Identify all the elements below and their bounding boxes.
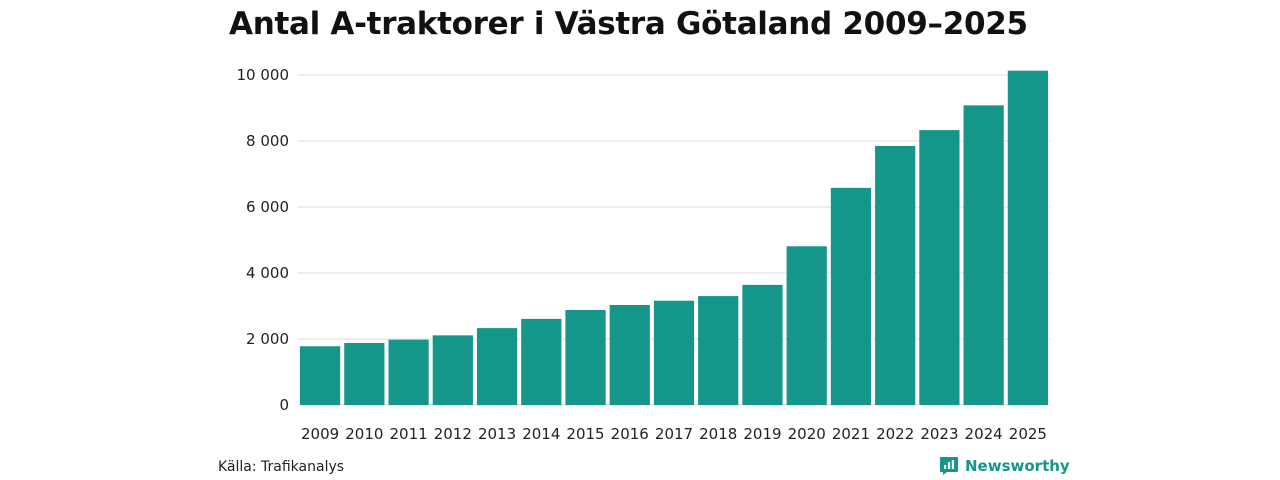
bar xyxy=(1007,70,1048,406)
y-tick-label: 4 000 xyxy=(246,264,289,282)
x-axis-ticks: 2009 2010 2011 2012 2013 2014 2015 2016 2017 2018… xyxy=(301,425,1047,443)
x-tick-label: 2010 xyxy=(345,425,383,443)
bar xyxy=(786,246,827,405)
bar-chart-speech-icon xyxy=(940,457,958,475)
bar xyxy=(344,342,385,405)
bar xyxy=(698,296,739,405)
y-tick-label: 10 000 xyxy=(237,66,290,84)
x-tick-label: 2023 xyxy=(920,425,958,443)
x-tick-label: 2020 xyxy=(788,425,826,443)
x-tick-label: 2021 xyxy=(832,425,870,443)
bar xyxy=(300,346,341,405)
bar xyxy=(476,328,518,405)
x-tick-label: 2014 xyxy=(522,425,560,443)
y-axis-ticks: 0 2 000 4 000 6 000 8 000 10 000 xyxy=(237,66,290,414)
x-tick-label: 2011 xyxy=(389,425,427,443)
bar xyxy=(830,187,872,405)
bars xyxy=(300,70,1048,406)
bar xyxy=(565,309,606,405)
source-note: Källa: Trafikanalys xyxy=(218,459,345,475)
x-tick-label: 2009 xyxy=(301,425,339,443)
bar xyxy=(963,105,1004,406)
bar xyxy=(521,318,562,405)
bar xyxy=(609,305,650,405)
x-tick-label: 2024 xyxy=(965,425,1003,443)
x-tick-label: 2013 xyxy=(478,425,516,443)
x-tick-label: 2016 xyxy=(611,425,649,443)
x-tick-label: 2022 xyxy=(876,425,914,443)
x-tick-label: 2018 xyxy=(699,425,737,443)
y-tick-label: 0 xyxy=(279,396,289,414)
bar xyxy=(653,300,695,405)
bar xyxy=(875,145,916,405)
y-tick-label: 8 000 xyxy=(246,132,289,150)
brand-name: Newsworthy xyxy=(965,457,1070,475)
bar xyxy=(388,339,429,405)
y-tick-label: 2 000 xyxy=(246,330,289,348)
y-tick-label: 6 000 xyxy=(246,198,289,216)
bar xyxy=(432,335,473,405)
x-tick-label: 2017 xyxy=(655,425,693,443)
brand-logo: Newsworthy xyxy=(939,456,1070,476)
x-tick-label: 2019 xyxy=(743,425,781,443)
x-tick-label: 2015 xyxy=(566,425,604,443)
bar xyxy=(919,130,960,406)
bar xyxy=(742,284,783,405)
x-tick-label: 2025 xyxy=(1009,425,1047,443)
x-tick-label: 2012 xyxy=(434,425,472,443)
chart-title: Antal A-traktorer i Västra Götaland 2009… xyxy=(229,6,1028,42)
